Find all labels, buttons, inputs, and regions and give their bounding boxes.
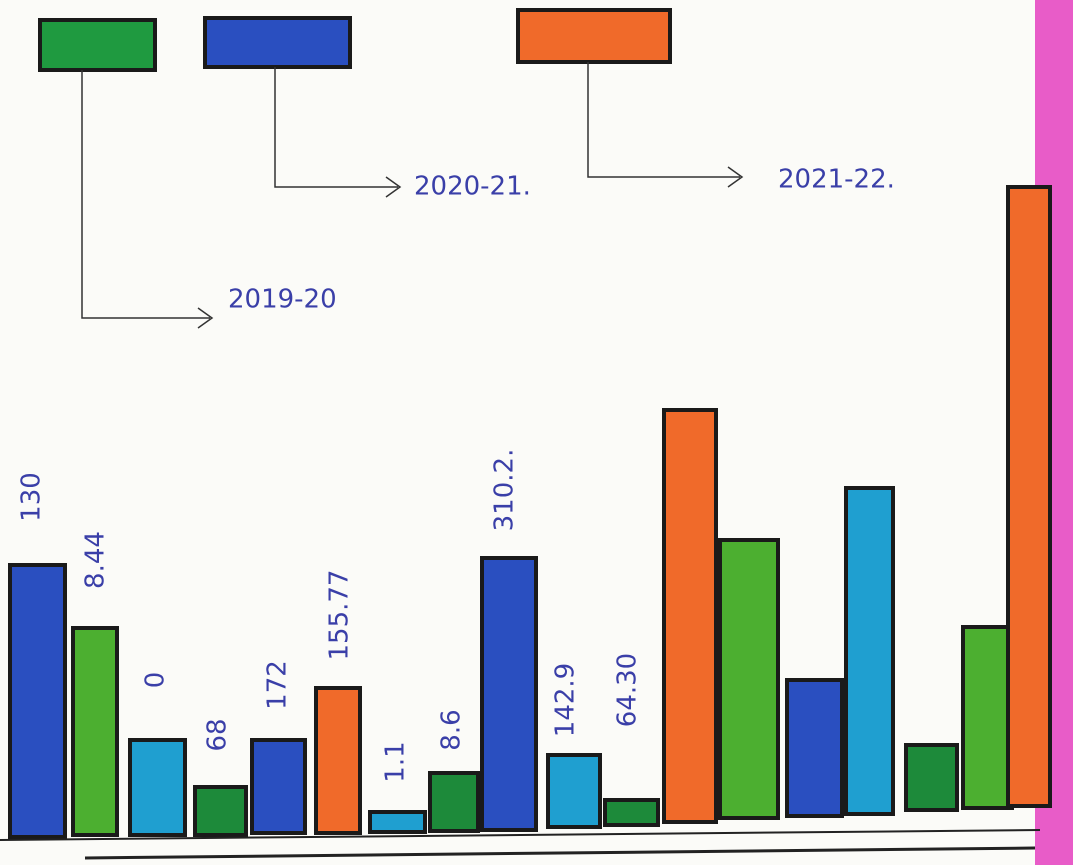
baseline — [84, 846, 1036, 860]
bar — [71, 626, 119, 837]
legend-swatch — [38, 18, 157, 72]
bar — [662, 408, 718, 824]
bar — [844, 486, 895, 816]
bar-label: 142.9 — [551, 663, 581, 737]
legend-connector — [274, 67, 402, 198]
legend-swatch — [203, 16, 352, 69]
bar-label: 155.77 — [325, 570, 355, 661]
bar — [368, 810, 427, 834]
bar-label: 130 — [17, 472, 47, 522]
bar — [1006, 185, 1052, 808]
baseline — [0, 829, 1041, 841]
bar-label: 64.30 — [613, 653, 643, 727]
legend-connector — [587, 62, 744, 188]
legend-label: 2021-22. — [778, 165, 895, 195]
bar — [480, 556, 538, 832]
bar-label: 310.2. — [490, 449, 520, 532]
bar — [428, 771, 480, 833]
bar — [718, 538, 780, 820]
bar — [904, 743, 959, 812]
bar-label: 8.44 — [81, 531, 111, 589]
bar — [546, 753, 602, 829]
bar — [8, 563, 67, 839]
legend-label: 2020-21. — [414, 172, 531, 202]
legend-connector — [81, 70, 214, 329]
bar — [961, 625, 1014, 810]
bar — [250, 738, 307, 835]
bar — [193, 785, 248, 837]
legend-swatch — [516, 8, 672, 64]
bar-label: 68 — [203, 718, 233, 751]
bar — [128, 738, 187, 837]
bar-label: 8.6 — [437, 709, 467, 750]
bar-label: 1.1 — [381, 741, 411, 782]
legend-label: 2019-20 — [228, 285, 337, 315]
bar-label: 0 — [141, 672, 171, 689]
bar — [314, 686, 362, 835]
bar — [603, 798, 660, 827]
bar-label: 172 — [263, 660, 293, 710]
bar — [785, 678, 844, 818]
